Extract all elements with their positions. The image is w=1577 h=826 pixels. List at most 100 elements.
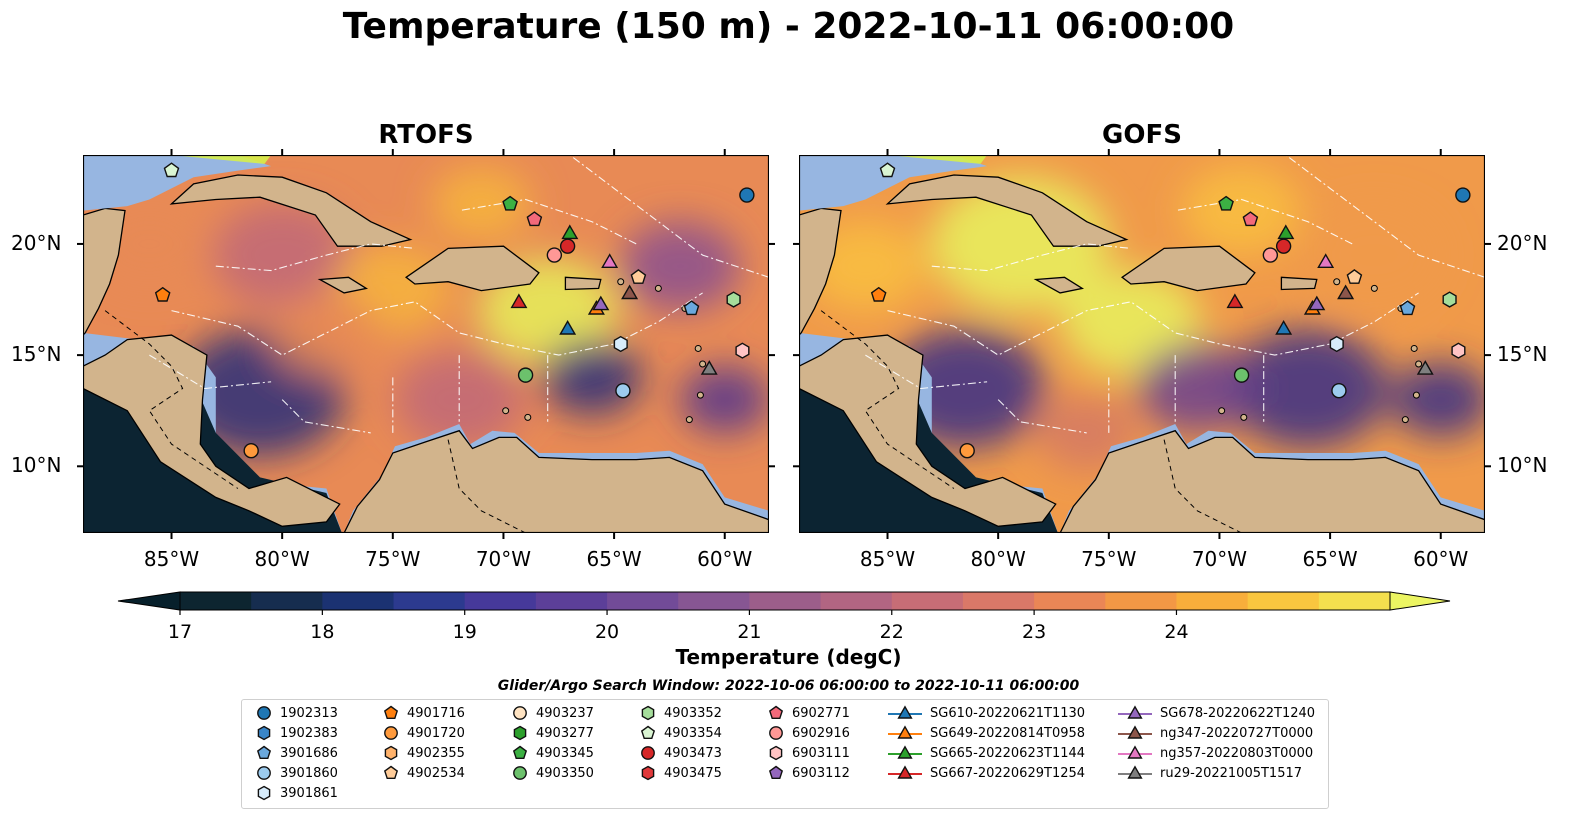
lat-tick-label: 10°N bbox=[1497, 453, 1548, 478]
legend-column: 4903237 4903277 4903345 4903350 bbox=[512, 703, 594, 783]
observation-marker-4903473 bbox=[1275, 238, 1292, 254]
colorbar-tick-label: 17 bbox=[168, 621, 192, 643]
small-island bbox=[696, 391, 704, 399]
legend-marker-pentagon bbox=[256, 745, 272, 760]
legend-symbol bbox=[257, 766, 271, 780]
observation-marker-4902534 bbox=[630, 269, 647, 284]
legend-label: ru29-20221005T1517 bbox=[1160, 765, 1303, 781]
colorbar-segment bbox=[464, 592, 537, 610]
legend-symbol bbox=[897, 705, 913, 719]
legend-column: SG678-20220622T1240 ng347-20220727T0000 ng… bbox=[1118, 703, 1315, 783]
legend-symbol bbox=[383, 765, 399, 780]
observation-marker-3901861 bbox=[613, 335, 628, 353]
legend-marker-triangle bbox=[888, 745, 922, 759]
cuba-land bbox=[169, 174, 413, 247]
legend-marker-hexagon bbox=[641, 705, 655, 721]
legend-marker-pentagon bbox=[768, 765, 784, 780]
legend-marker-hexagon bbox=[257, 785, 271, 801]
florida-strait-warm bbox=[171, 155, 272, 164]
legend-symbol bbox=[897, 745, 913, 759]
legend-symbol bbox=[384, 726, 398, 740]
lon-tick-label: 80°W bbox=[970, 547, 1026, 571]
legend-label: 4903237 bbox=[536, 705, 594, 721]
colorbar-segment bbox=[962, 592, 1035, 610]
legend-marker-triangle bbox=[1118, 765, 1152, 779]
observation-marker-3901861 bbox=[1329, 335, 1344, 353]
legend-label: SG610-20220621T1130 bbox=[930, 705, 1086, 721]
observation-marker-ng357-20220803t0000 bbox=[601, 253, 619, 269]
legend-label: SG649-20220814T0958 bbox=[930, 725, 1086, 741]
jamaica-land bbox=[1033, 276, 1085, 294]
legend-entry: 1902383 bbox=[256, 723, 338, 743]
observation-marker-sg665-20220623t1144 bbox=[1277, 224, 1295, 240]
colorbar-tick-label: 19 bbox=[453, 621, 477, 643]
colorbar-segment bbox=[749, 592, 822, 610]
legend-entry: 4902534 bbox=[383, 763, 465, 783]
legend-symbol bbox=[257, 725, 271, 741]
colorbar-segment bbox=[535, 592, 608, 610]
legend-entry: 4903345 bbox=[512, 743, 594, 763]
lat-tick-label: 20°N bbox=[1497, 230, 1548, 255]
legend-entry: 4903352 bbox=[640, 703, 722, 723]
observation-marker-4903345 bbox=[502, 195, 518, 211]
observation-marker-3901686 bbox=[683, 300, 700, 316]
legend-marker-triangle bbox=[1118, 745, 1152, 759]
lat-tick-label: 10°N bbox=[11, 453, 62, 478]
observation-marker-6902916 bbox=[1262, 247, 1279, 263]
legend-label: 6903112 bbox=[792, 765, 850, 781]
country-border bbox=[447, 439, 526, 533]
legend-symbol bbox=[1127, 765, 1143, 779]
legend-title: Glider/Argo Search Window: 2022-10-06 06… bbox=[497, 678, 1080, 694]
legend-entry: 4901716 bbox=[383, 703, 465, 723]
legend-symbol bbox=[1127, 745, 1143, 759]
colorbar-extend-max bbox=[1389, 591, 1451, 611]
colorbar-tick-label: 22 bbox=[880, 621, 904, 643]
legend-symbol bbox=[512, 745, 528, 760]
legend-symbol bbox=[897, 725, 913, 739]
legend-marker-circle bbox=[257, 706, 271, 720]
legend-marker-circle bbox=[641, 746, 655, 760]
legend-column: SG610-20220621T1130 SG649-20220814T0958 SG… bbox=[888, 703, 1085, 783]
observation-marker-4901720 bbox=[959, 443, 975, 459]
legend-label: SG665-20220623T1144 bbox=[930, 745, 1086, 761]
observation-marker-sg678-20220622t1240 bbox=[592, 295, 610, 311]
observation-marker-sg610-20220621t1130 bbox=[1275, 319, 1293, 335]
legend-marker-triangle bbox=[888, 705, 922, 719]
observation-marker-4901720 bbox=[243, 443, 259, 459]
observation-marker-sg667-20220629t1254 bbox=[1226, 293, 1244, 309]
florida-strait-warm bbox=[887, 155, 988, 164]
legend-entry: ng347-20220727T0000 bbox=[1118, 723, 1315, 743]
legend-entry: 4903237 bbox=[512, 703, 594, 723]
legend-entry: SG649-20220814T0958 bbox=[888, 723, 1085, 743]
legend-entry: 4903473 bbox=[640, 743, 722, 763]
observation-marker-4903352 bbox=[1442, 291, 1457, 308]
lon-tick-label: 65°W bbox=[586, 547, 642, 571]
legend-marker-pentagon bbox=[383, 705, 399, 720]
legend-label: 3901860 bbox=[280, 765, 338, 781]
colorbar-frame bbox=[179, 591, 1391, 611]
colorbar-segment bbox=[607, 592, 679, 610]
observation-marker-3901686 bbox=[1399, 300, 1416, 316]
legend-label: 4901720 bbox=[407, 725, 465, 741]
colorbar-segment bbox=[820, 592, 893, 610]
legend-entry: SG665-20220623T1144 bbox=[888, 743, 1085, 763]
legend-symbol bbox=[897, 765, 913, 779]
lon-tick-label: 80°W bbox=[254, 547, 310, 571]
colorbar-segment bbox=[1176, 592, 1249, 610]
legend-symbol bbox=[769, 745, 783, 761]
legend-entry: 6902771 bbox=[768, 703, 850, 723]
legend-label: 6902916 bbox=[792, 725, 850, 741]
legend-marker-pentagon bbox=[512, 745, 528, 760]
legend-symbol bbox=[641, 705, 655, 721]
figure-title: Temperature (150 m) - 2022-10-11 06:00:0… bbox=[342, 6, 1235, 47]
legend-label: SG678-20220622T1240 bbox=[1160, 705, 1316, 721]
observation-marker-ng357-20220803t0000 bbox=[1317, 253, 1335, 269]
legend-symbol bbox=[768, 765, 784, 780]
legend-symbol bbox=[256, 745, 272, 760]
small-island bbox=[617, 278, 625, 286]
colorbar-tick-label: 24 bbox=[1164, 621, 1188, 643]
observation-marker-6902916 bbox=[546, 247, 563, 263]
jamaica-land bbox=[317, 276, 369, 294]
legend-label: 4903354 bbox=[664, 725, 722, 741]
gulf-shelf bbox=[799, 155, 988, 211]
